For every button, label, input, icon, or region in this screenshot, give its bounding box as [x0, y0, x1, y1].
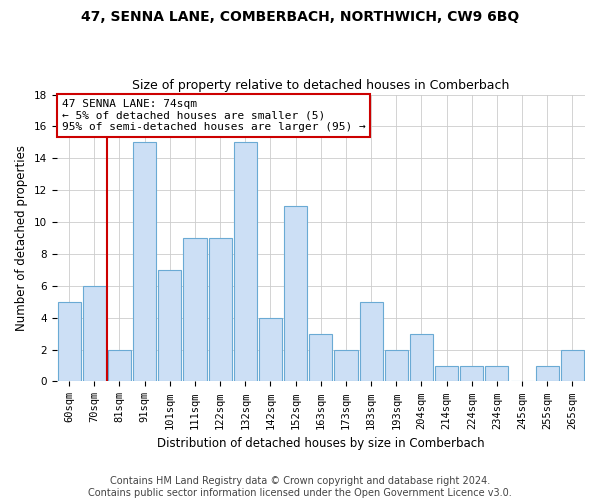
Bar [259, 318, 282, 382]
Bar [83, 286, 106, 382]
Bar [133, 142, 156, 382]
Text: Contains HM Land Registry data © Crown copyright and database right 2024.
Contai: Contains HM Land Registry data © Crown c… [88, 476, 512, 498]
Bar [233, 142, 257, 382]
Bar [435, 366, 458, 382]
Bar [485, 366, 508, 382]
Bar [108, 350, 131, 382]
Bar [359, 302, 383, 382]
Bar [309, 334, 332, 382]
Bar [561, 350, 584, 382]
Bar [460, 366, 484, 382]
Bar [334, 350, 358, 382]
Bar [284, 206, 307, 382]
Bar [209, 238, 232, 382]
Text: 47 SENNA LANE: 74sqm
← 5% of detached houses are smaller (5)
95% of semi-detache: 47 SENNA LANE: 74sqm ← 5% of detached ho… [62, 99, 365, 132]
Bar [158, 270, 181, 382]
Bar [184, 238, 206, 382]
Title: Size of property relative to detached houses in Comberbach: Size of property relative to detached ho… [132, 79, 509, 92]
Text: 47, SENNA LANE, COMBERBACH, NORTHWICH, CW9 6BQ: 47, SENNA LANE, COMBERBACH, NORTHWICH, C… [81, 10, 519, 24]
Bar [410, 334, 433, 382]
Bar [385, 350, 408, 382]
Bar [536, 366, 559, 382]
Y-axis label: Number of detached properties: Number of detached properties [15, 145, 28, 331]
Bar [58, 302, 80, 382]
X-axis label: Distribution of detached houses by size in Comberbach: Distribution of detached houses by size … [157, 437, 485, 450]
